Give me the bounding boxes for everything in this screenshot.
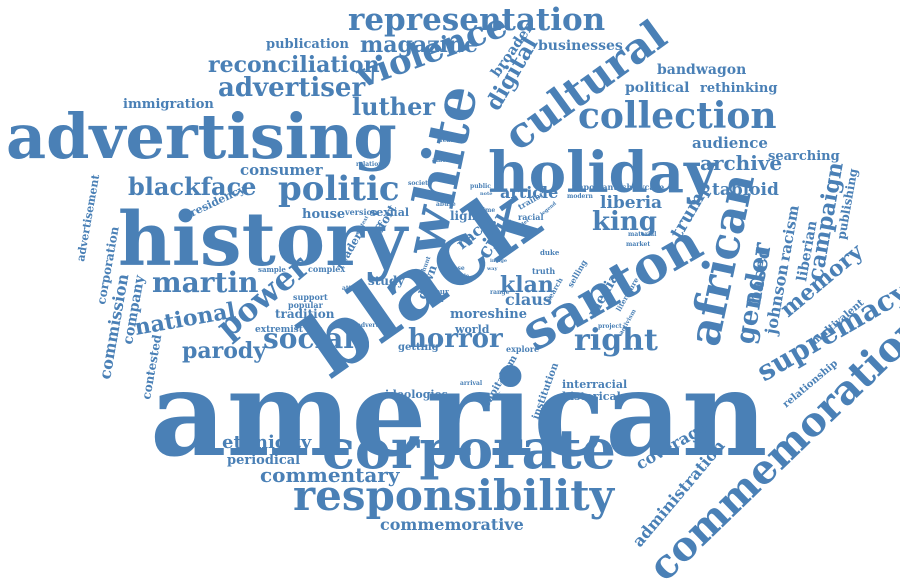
word-liberia: liberia bbox=[600, 193, 662, 213]
word-tradition: tradition bbox=[275, 307, 335, 321]
word-interracial: interracial bbox=[562, 378, 627, 391]
word-advertising: advertising bbox=[6, 100, 397, 173]
word-representation: representation bbox=[348, 2, 605, 38]
word-complex: complex bbox=[308, 264, 345, 274]
word-arrival: arrival bbox=[460, 380, 483, 387]
word-martin: martin bbox=[152, 266, 258, 299]
word-searching: searching bbox=[768, 149, 840, 164]
word-corporate: corporate bbox=[322, 417, 616, 481]
word-blackface: blackface bbox=[128, 172, 256, 201]
word-sample: sample bbox=[258, 265, 286, 274]
word-market: market bbox=[626, 241, 650, 248]
word-popular: popular bbox=[288, 300, 324, 310]
word-extremist: extremist bbox=[255, 325, 304, 335]
word-way: way bbox=[486, 266, 499, 272]
word-abuse: abuse bbox=[436, 201, 456, 208]
word-house: house bbox=[302, 207, 345, 222]
word-businesses: businesses bbox=[538, 38, 623, 54]
word-politic: politic bbox=[278, 169, 400, 209]
word-note: note bbox=[480, 191, 492, 197]
word-study: study bbox=[368, 274, 405, 288]
word-truth: truth bbox=[532, 266, 555, 276]
word-magazine: magazine bbox=[360, 32, 478, 58]
word-commemorative: commemorative bbox=[380, 515, 524, 534]
word-public: public bbox=[470, 183, 491, 190]
word-holiday: holiday bbox=[488, 140, 718, 206]
word-attack: attack bbox=[342, 285, 364, 292]
word-ethnicity: ethnicity bbox=[222, 432, 312, 453]
word-image: image bbox=[490, 258, 507, 264]
word-case: case bbox=[450, 265, 465, 272]
word-claus: claus bbox=[505, 290, 552, 309]
word-immigration: immigration bbox=[123, 97, 214, 112]
word-cloud-words: american black corporate responsibility … bbox=[6, 2, 900, 588]
word-parody: parody bbox=[182, 338, 267, 364]
word-feature: feature bbox=[440, 137, 465, 144]
word-klan: klan bbox=[500, 272, 554, 298]
word-political: political bbox=[625, 80, 689, 96]
word-social: social bbox=[263, 322, 354, 355]
word-world: world bbox=[454, 323, 490, 336]
word-horror: horror bbox=[408, 324, 503, 354]
word-time: time bbox=[480, 207, 495, 214]
word-advertiser: advertiser bbox=[218, 73, 365, 103]
word-showcase: showcase bbox=[622, 182, 664, 192]
word-responsibility: responsibility bbox=[293, 471, 616, 520]
word-commentary: commentary bbox=[260, 463, 401, 487]
word-article: article bbox=[500, 183, 558, 202]
word-racial: racial bbox=[518, 212, 544, 222]
word-society: society bbox=[408, 180, 432, 187]
word-collection: collection bbox=[578, 95, 777, 137]
word-reconciliation: reconciliation bbox=[208, 52, 380, 78]
word-relation: relation bbox=[356, 161, 383, 168]
word-publication: publication bbox=[266, 37, 349, 52]
word-luther: luther bbox=[352, 92, 435, 121]
word-american: american bbox=[150, 344, 767, 483]
word-america: america bbox=[432, 157, 459, 164]
word-range: range bbox=[490, 289, 510, 296]
word-historical: historical bbox=[562, 390, 621, 403]
word-important: important bbox=[572, 182, 617, 192]
word-getting: getting bbox=[398, 342, 439, 353]
word-sexual: sexual bbox=[370, 206, 409, 219]
word-light: light bbox=[450, 209, 482, 223]
word-consumer: consumer bbox=[240, 161, 324, 179]
word-right: right bbox=[574, 323, 658, 358]
word-version: version bbox=[344, 207, 378, 217]
word-material: material bbox=[628, 231, 657, 238]
word-rethinking: rethinking bbox=[700, 81, 777, 96]
word-moreshine: moreshine bbox=[450, 307, 527, 322]
word-king: king bbox=[592, 207, 657, 237]
word-project: project bbox=[598, 323, 622, 330]
word-advertisement: advertisement bbox=[74, 173, 102, 263]
word-support: support bbox=[293, 292, 328, 302]
word-archive: archive bbox=[700, 151, 782, 175]
word-advert: advert bbox=[357, 322, 379, 329]
word-national: national bbox=[133, 298, 238, 341]
word-year: year bbox=[429, 297, 445, 304]
word-ideologies: ideologies bbox=[385, 388, 448, 401]
word-periodical: periodical bbox=[227, 453, 300, 468]
word-audience: audience bbox=[692, 134, 768, 152]
word-explore: explore bbox=[506, 344, 539, 354]
word-history: history bbox=[118, 197, 409, 283]
word-tour: tour bbox=[432, 287, 449, 296]
word-modern: modern bbox=[567, 193, 594, 200]
word-tabloid: tabloid bbox=[712, 180, 779, 200]
word-bandwagon: bandwagon bbox=[657, 62, 746, 78]
word-role: role bbox=[458, 273, 469, 279]
word-duke: duke bbox=[540, 248, 560, 257]
